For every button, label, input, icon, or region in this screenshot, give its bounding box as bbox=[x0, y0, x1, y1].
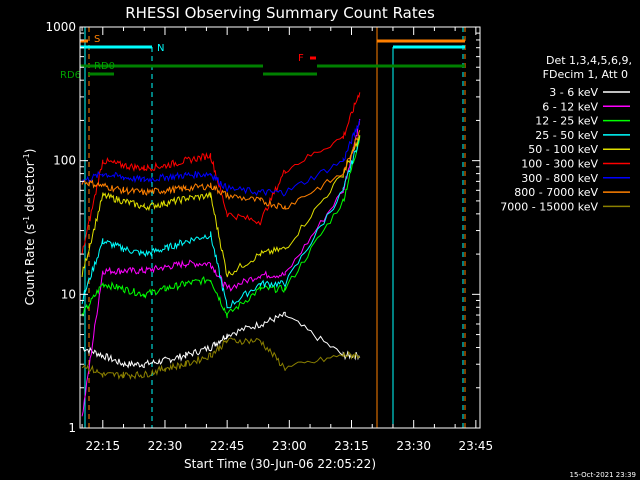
series-line bbox=[81, 92, 361, 254]
flare-label: F bbox=[298, 53, 304, 64]
saa-label: S bbox=[94, 34, 100, 45]
legend-header-2: FDecim 1, Att 0 bbox=[543, 68, 628, 81]
series-line bbox=[81, 119, 361, 197]
x-tick-label: 23:00 bbox=[272, 439, 307, 453]
legend-label: 800 - 7000 keV bbox=[514, 186, 598, 199]
chart-title: RHESSI Observing Summary Count Rates bbox=[125, 4, 435, 22]
legend-label: 12 - 25 keV bbox=[535, 115, 598, 128]
x-tick-label: 22:15 bbox=[86, 439, 121, 453]
legend-header-1: Det 1,3,4,5,6,9, bbox=[546, 54, 632, 67]
legend-label: 300 - 800 keV bbox=[521, 172, 598, 185]
rd0-label: RD0 bbox=[94, 61, 115, 72]
legend-label: 6 - 12 keV bbox=[542, 100, 598, 113]
x-tick-label: 22:45 bbox=[210, 439, 245, 453]
y-axis-label: Count Rate (s-1 detector-1) bbox=[22, 149, 37, 306]
series-line bbox=[81, 337, 360, 380]
x-tick-label: 23:15 bbox=[334, 439, 369, 453]
legend-label: 50 - 100 keV bbox=[528, 143, 598, 156]
observing-overlays: S N F RD0 RD6 bbox=[60, 27, 466, 428]
axis-ticks: 1 10 100 1000 22:15 22:30 22:45 23:00 23:15 23:30… bbox=[45, 20, 493, 453]
legend-label: 7000 - 15000 keV bbox=[500, 200, 598, 213]
x-tick-label: 22:30 bbox=[148, 439, 183, 453]
rd6-label: RD6 bbox=[60, 70, 81, 81]
night-label: N bbox=[157, 43, 164, 54]
series-line bbox=[81, 135, 361, 278]
series-line bbox=[81, 135, 361, 309]
y-tick-label: 1000 bbox=[45, 20, 76, 34]
series-line bbox=[81, 118, 361, 417]
x-tick-label: 23:30 bbox=[396, 439, 431, 453]
y-tick-label: 10 bbox=[61, 287, 76, 301]
legend-label: 25 - 50 keV bbox=[535, 129, 598, 142]
series-layer bbox=[81, 92, 361, 417]
y-tick-label: 100 bbox=[53, 154, 76, 168]
series-line bbox=[81, 130, 361, 210]
series-line bbox=[82, 311, 361, 369]
series-line bbox=[81, 136, 361, 319]
legend-label: 3 - 6 keV bbox=[549, 86, 598, 99]
footer-date: 15-Oct-2021 23:39 bbox=[570, 471, 636, 479]
plot-frame bbox=[79, 26, 481, 429]
x-axis-label: Start Time (30-Jun-06 22:05:22) bbox=[184, 457, 376, 471]
legend: Det 1,3,4,5,6,9, FDecim 1, Att 0 3 - 6 k… bbox=[500, 54, 632, 213]
x-tick-label: 23:45 bbox=[459, 439, 494, 453]
y-tick-label: 1 bbox=[68, 421, 76, 435]
legend-label: 100 - 300 keV bbox=[521, 158, 598, 171]
